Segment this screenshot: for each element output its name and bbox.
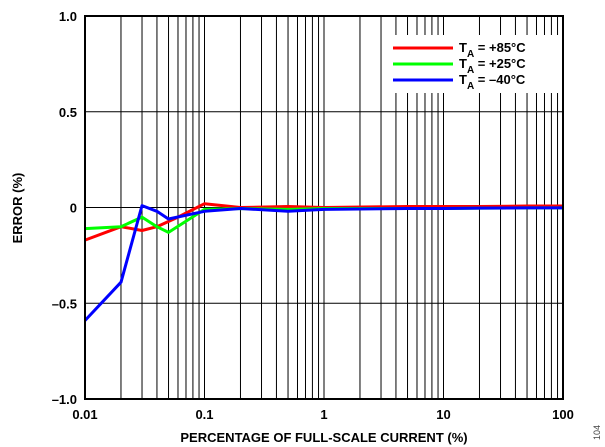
y-axis-title: ERROR (%) [10, 173, 25, 244]
legend-label: TA = +85°C [459, 40, 526, 60]
legend-label-rest: = –40°C [474, 72, 526, 87]
y-tick-label: 1.0 [59, 9, 77, 24]
series-line [84, 202, 563, 242]
y-tick-label: –0.5 [52, 296, 77, 311]
plot-frame [84, 15, 564, 400]
legend-label-rest: = +85°C [474, 40, 526, 55]
x-axis-title: PERCENTAGE OF FULL-SCALE CURRENT (%) [180, 430, 467, 445]
series-lines [83, 202, 563, 322]
x-tick-label: 10 [436, 407, 450, 422]
legend-label-sub: A [467, 49, 474, 60]
y-tick-label: 0.5 [59, 105, 77, 120]
x-tick-labels: 0.01 0.1 1 10 100 [72, 407, 574, 422]
series-line [83, 204, 563, 322]
y-tick-label: 0 [70, 201, 77, 216]
x-tick-label: 0.1 [195, 407, 213, 422]
legend-label: TA = +25°C [459, 56, 526, 76]
legend-label-sub: A [467, 65, 474, 76]
figure-id: 104 [592, 425, 602, 440]
legend-label-prefix: T [459, 72, 467, 87]
legend-label-sub: A [467, 81, 474, 92]
legend: TA = +85°CTA = +25°CTA = –40°C [388, 35, 560, 93]
x-tick-label: 0.01 [72, 407, 97, 422]
legend-label-prefix: T [459, 40, 467, 55]
legend-label-prefix: T [459, 56, 467, 71]
y-tick-labels: 1.0 0.5 0 –0.5 –1.0 [52, 9, 77, 407]
x-tick-label: 100 [552, 407, 574, 422]
legend-label-rest: = +25°C [474, 56, 526, 71]
legend-label: TA = –40°C [459, 72, 526, 92]
y-tick-label: –1.0 [52, 392, 77, 407]
x-tick-label: 1 [320, 407, 327, 422]
